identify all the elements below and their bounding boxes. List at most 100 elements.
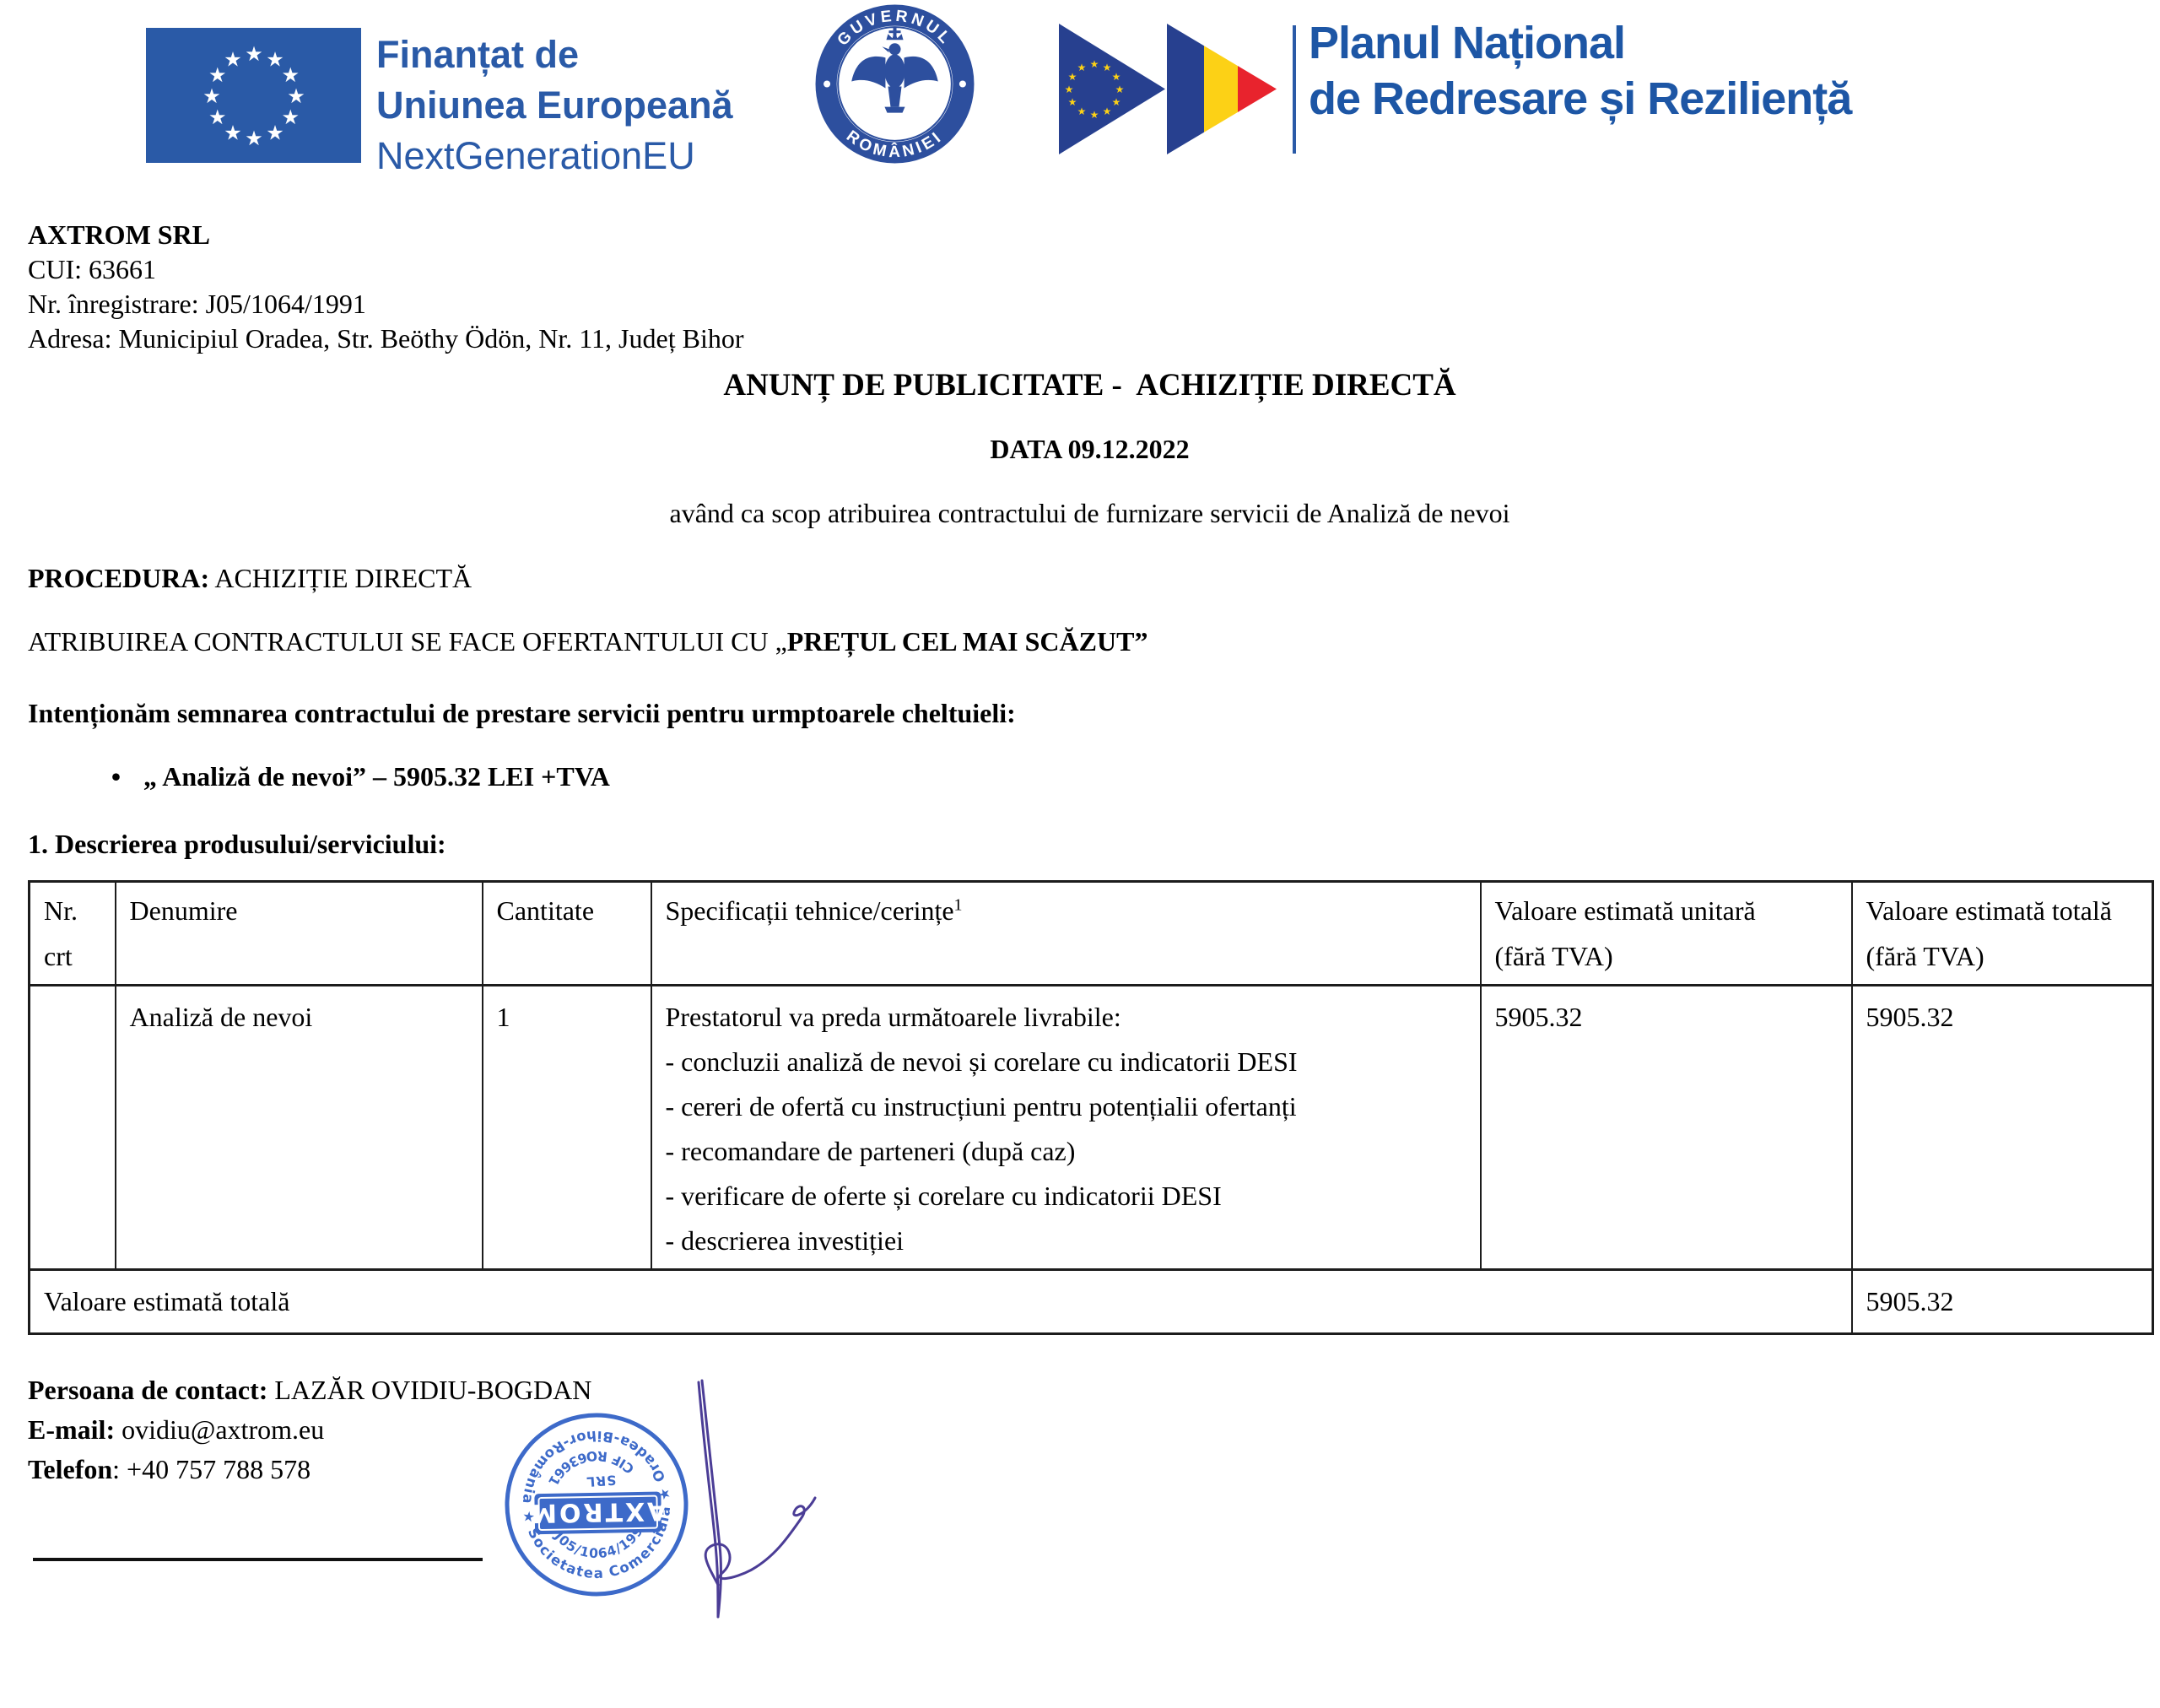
eagle-emblem-icon [851, 27, 938, 113]
svg-text:★: ★ [1112, 71, 1121, 83]
procedure-line: PROCEDURA: ACHIZIȚIE DIRECTĂ [28, 559, 2152, 597]
spec-line: - recomandare de parteneri (după caz) [665, 1136, 1076, 1166]
header-specificatii: Specificații tehnice/cerințe1 [650, 880, 1482, 986]
cell-specificatii: Prestatorul va preda următoarele livrabi… [650, 984, 1482, 1271]
svg-text:★: ★ [1068, 71, 1077, 83]
stamp-srl: SRL [586, 1472, 617, 1489]
svg-text:★: ★ [1103, 105, 1112, 117]
company-header: AXTROM SRL CUI: 63661 Nr. înregistrare: … [28, 218, 2152, 356]
company-registration: Nr. înregistrare: J05/1064/1991 [28, 289, 366, 319]
footnote-marker: 1 [953, 895, 963, 915]
signature-line [33, 1558, 483, 1561]
svg-text:★: ★ [202, 84, 221, 108]
header-nr-crt: Nr. crt [28, 880, 116, 986]
expense-bullet-item: • „ Analiză de nevoi” – 5905.32 LEI +TVA [28, 758, 2152, 795]
eu-flag-icon: ★ ★★ ★★★ ★★★ ★★★ [146, 28, 361, 163]
procedure-value: ACHIZIȚIE DIRECTĂ [209, 563, 472, 593]
document-scope: având ca scop atribuirea contractului de… [669, 498, 1510, 528]
svg-text:★: ★ [1090, 109, 1099, 121]
header-valoare-totala: Valoare estimată totală (fără TVA) [1850, 880, 2154, 986]
spec-line: - cereri de ofertă cu instrucțiuni pentr… [665, 1091, 1297, 1122]
signature-zone: Oradea-Bihor-România CIF RO63661 ★ Socie… [28, 1379, 2152, 1708]
svg-text:★: ★ [208, 63, 227, 87]
cell-denumire: Analiză de nevoi [114, 984, 483, 1271]
contact-email-line: E-mail: ovidiu@axtrom.eu [28, 1410, 2152, 1450]
company-stamp: Oradea-Bihor-România CIF RO63661 ★ Socie… [489, 1397, 705, 1613]
intent-line: Intenționăm semnarea contractului de pre… [28, 698, 1016, 728]
svg-text:★: ★ [266, 121, 284, 144]
company-stamp-icon: Oradea-Bihor-România CIF RO63661 ★ Socie… [505, 1413, 688, 1597]
spec-line: - concluzii analiză de nevoi și corelare… [665, 1046, 1298, 1077]
pnrr-title: Planul Național de Redresare și Rezilien… [1309, 15, 1852, 127]
svg-text:★: ★ [245, 42, 263, 66]
total-label: Valoare estimată totală [28, 1268, 1853, 1335]
section1-heading: 1. Descrierea produsului/serviciului: [28, 829, 446, 859]
eu-funding-line1: Finanțat de [376, 33, 580, 76]
eu-funding-line2: Uniunea Europeană [376, 84, 733, 127]
header-cantitate: Cantitate [481, 880, 652, 986]
table-header-row: Nr. crt Denumire Cantitate Specificații … [28, 880, 2154, 986]
svg-text:★: ★ [1112, 96, 1121, 108]
signature-ink [697, 1379, 817, 1619]
svg-text:★: ★ [1090, 58, 1099, 70]
award-line: ATRIBUIREA CONTRACTULUI SE FACE OFERTANT… [28, 623, 2152, 660]
stamp-center-box: AXTROM [529, 1491, 667, 1535]
eu-funding-text: Finanțat de Uniunea Europeană NextGenera… [376, 28, 733, 181]
contact-block: Persoana de contact: LAZĂR OVIDIU-BOGDAN… [28, 1370, 2152, 1489]
cell-cantitate: 1 [481, 984, 652, 1271]
cell-nr [28, 984, 116, 1271]
cell-valoare-unitara: 5905.32 [1479, 984, 1853, 1271]
contact-email-value: ovidiu@axtrom.eu [115, 1414, 325, 1445]
product-description-table: Nr. crt Denumire Cantitate Specificații … [28, 880, 2154, 1335]
document-title: ANUNȚ DE PUBLICITATE - ACHIZIȚIE DIRECTĂ [723, 368, 1456, 403]
svg-text:★: ★ [1077, 62, 1087, 73]
svg-text:★: ★ [287, 84, 305, 108]
header-logo-row: ★ ★ ★ ★ ★ ★ ★ ★ ★ ★ ★ ★ Finanțat de Uniunea Euro… [28, 0, 2152, 211]
award-prefix: ATRIBUIREA CONTRACTULUI SE FACE OFERTANT… [28, 626, 787, 657]
svg-text:★: ★ [1103, 62, 1112, 73]
svg-text:★: ★ [224, 48, 242, 72]
contact-phone-label: Telefon [28, 1454, 113, 1484]
company-cui: CUI: 63661 [28, 254, 156, 284]
company-name: AXTROM SRL [28, 219, 211, 250]
total-value: 5905.32 [1850, 1268, 2154, 1335]
pnrr-logo: ★ ★ ★ ★ ★ ★ ★ ★ ★ ★ ★ ★ Planul Național de Redre… [1059, 18, 1852, 163]
svg-text:★: ★ [282, 105, 300, 129]
svg-text:★: ★ [1065, 84, 1074, 95]
header-denumire: Denumire [114, 880, 483, 986]
award-emphasis: PREȚUL CEL MAI SCĂZUT” [786, 626, 1148, 657]
contact-person-value: LAZĂR OVIDIU-BOGDAN [267, 1375, 592, 1405]
svg-text:★: ★ [282, 63, 300, 87]
contact-person-line: Persoana de contact: LAZĂR OVIDIU-BOGDAN [28, 1370, 2152, 1410]
table-row: Analiză de nevoi 1 Prestatorul va preda … [28, 984, 2154, 1271]
company-address: Adresa: Municipiul Oradea, Str. Beöthy Ö… [28, 323, 744, 354]
procedure-label: PROCEDURA: [28, 563, 210, 593]
bullet-icon: • [111, 761, 122, 792]
svg-text:★: ★ [1077, 105, 1087, 117]
svg-text:★: ★ [266, 48, 284, 72]
svg-text:★: ★ [224, 121, 242, 144]
spec-line: - descrierea investiției [665, 1225, 904, 1256]
header-valoare-unitara: Valoare estimată unitară (fără TVA) [1479, 880, 1853, 986]
contact-phone-line: Telefon: +40 757 788 578 [28, 1450, 2152, 1489]
table-total-row: Valoare estimată totală 5905.32 [28, 1268, 2154, 1335]
spec-line: Prestatorul va preda următoarele livrabi… [665, 1002, 1121, 1032]
svg-text:★: ★ [1115, 84, 1125, 95]
government-seal-icon: GUVERNUL ROMÂNIEI [815, 4, 975, 164]
pnrr-arrows-icon: ★ ★★ ★★★ ★★★ ★★★ [1059, 24, 1296, 154]
romanian-government-seal: GUVERNUL ROMÂNIEI [813, 2, 977, 170]
eu-funding-logo: ★ ★ ★ ★ ★ ★ ★ ★ ★ ★ ★ ★ Finanțat de Uniunea Euro… [146, 28, 733, 181]
spec-line: - verificare de oferte și corelare cu in… [665, 1181, 1222, 1211]
pnrr-title-line2: de Redresare și Reziliență [1309, 73, 1852, 124]
document-date: DATA 09.12.2022 [990, 434, 1190, 464]
stamp-company-name: AXTROM [529, 1495, 667, 1527]
pnrr-title-line1: Planul Național [1309, 18, 1626, 68]
expense-bullet-text: „ Analiză de nevoi” – 5905.32 LEI +TVA [143, 761, 610, 792]
svg-text:★: ★ [208, 105, 227, 129]
contact-email-label: E-mail: [28, 1414, 116, 1445]
cell-valoare-totala: 5905.32 [1850, 984, 2154, 1271]
svg-text:★: ★ [1068, 96, 1077, 108]
contact-person-label: Persoana de contact: [28, 1375, 268, 1405]
contact-phone-value: : +40 757 788 578 [112, 1454, 311, 1484]
